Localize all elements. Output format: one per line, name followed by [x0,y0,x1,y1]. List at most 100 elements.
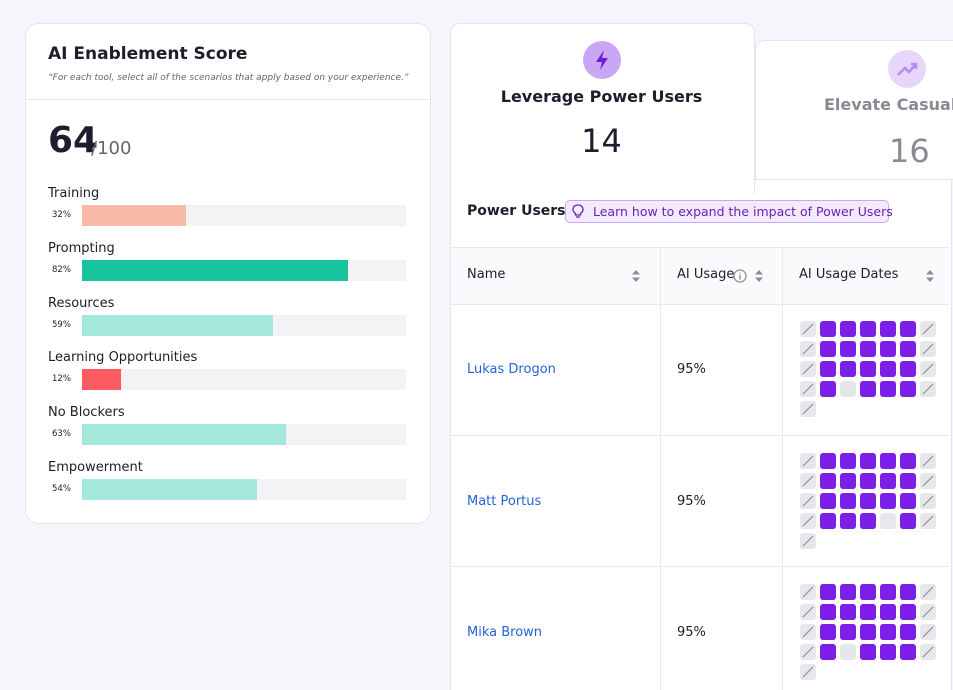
tab-icon [888,50,926,88]
info-icon [733,268,747,283]
usage-day [800,472,816,489]
bar [82,259,348,281]
usage-day [900,321,916,337]
usage-day [900,492,916,509]
usage-day [860,512,876,529]
usage-day [840,512,856,529]
bar-value: 63% [52,429,71,440]
bar-value: 59% [52,319,71,330]
user-name[interactable]: Mika Brown [467,625,543,640]
divider [26,99,429,100]
column-header[interactable]: Name [467,267,506,282]
usage-day [820,341,836,357]
usage-day [800,381,816,397]
usage-day [800,664,816,680]
usage-day [860,381,876,397]
usage-day [860,624,876,640]
row-divider [451,566,950,567]
usage-day [920,472,936,489]
usage-day [840,604,856,620]
usage-day [820,321,836,337]
bar-value: 12% [52,374,71,385]
column-divider [660,247,661,690]
bar-label: Empowerment [48,460,143,475]
usage-day [860,341,876,357]
table-header [451,247,950,305]
usage-day [800,624,816,640]
usage-day [820,492,836,509]
tip-link[interactable]: Learn how to expand the impact of Power … [565,200,893,223]
usage-day [860,452,876,469]
usage-day [880,492,896,509]
usage-day [920,381,936,397]
usage-day [800,321,816,337]
usage-day [920,321,936,337]
sort-icon[interactable] [925,268,935,282]
bar-label: Learning Opportunities [48,350,198,366]
usage-day [860,604,876,620]
bar-label: Resources [48,295,115,311]
score: 64 [48,120,99,161]
usage-day [800,401,816,417]
usage-day [840,624,856,640]
usage-day [880,361,896,377]
usage-day [860,644,876,660]
panel-title: Power Users [467,203,566,219]
usage-day [880,604,896,620]
tab-count: 14 [581,122,622,160]
usage-day [880,472,896,489]
sort-icon[interactable] [754,268,764,282]
usage-day [840,321,856,337]
bar-track [82,369,406,391]
usage-day [920,361,936,377]
usage-day [880,624,896,640]
usage-day [820,472,836,489]
usage-day [880,644,896,660]
bar-label: Training [48,186,100,201]
bar [82,314,274,336]
usage-day [920,341,936,357]
bar [82,205,186,226]
usage-day [820,512,836,529]
bar-value: 82% [52,264,71,275]
bar [82,424,287,446]
bar-value: 54% [52,484,71,494]
usage-day [880,321,896,337]
usage-day [800,644,816,660]
column-header[interactable]: AI Usage Dates [799,267,899,282]
usage-day [900,584,916,600]
usage-day [900,624,916,640]
usage-day [900,472,916,489]
bar-label: Prompting [48,240,115,256]
row-divider [451,434,950,436]
usage-day [900,512,916,529]
tab-title: Elevate Casual [824,95,953,114]
usage-day [800,492,816,509]
bar-value: 32% [52,210,71,220]
card-title: AI Enablement Score [48,44,248,64]
user-name[interactable]: Lukas Drogon [467,362,556,377]
usage-day [900,381,916,397]
usage-day [820,381,836,397]
usage-day [880,512,896,529]
column-header[interactable]: AI Usage [677,267,735,282]
bar [82,479,257,500]
usage-day [800,361,816,377]
usage: 95% [677,493,706,509]
usage-day [820,604,836,620]
usage-day [800,532,816,549]
sort-icon[interactable] [631,268,641,282]
card-subtitle: “For each tool, select all of the scenar… [48,73,409,83]
usage-day [860,472,876,489]
usage-day [800,452,816,469]
usage-day [920,604,936,620]
user-name[interactable]: Matt Portus [467,493,542,509]
bar [82,369,121,391]
score-max: /100 [91,138,132,159]
usage-day [840,472,856,489]
usage-day [920,644,936,660]
usage: 95% [677,625,706,640]
usage-day [920,584,936,600]
